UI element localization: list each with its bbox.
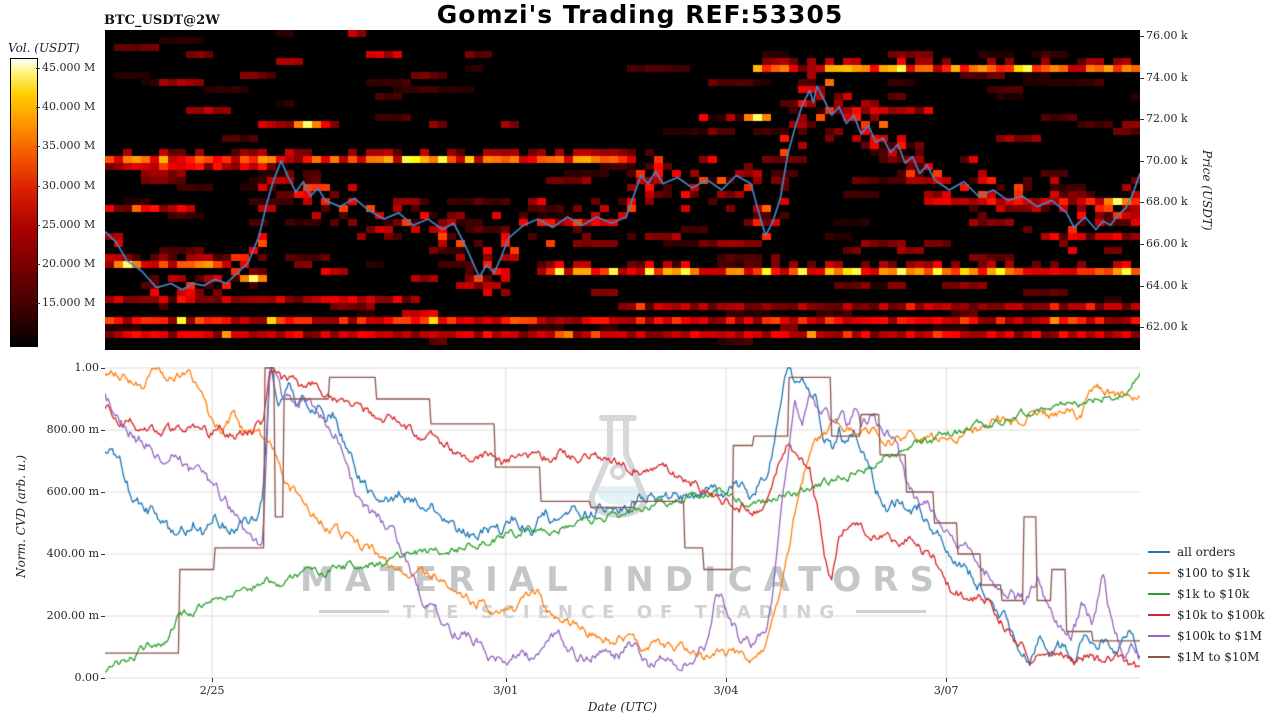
cvd-tick-mark	[101, 616, 105, 617]
cvd-tick-mark	[101, 368, 105, 369]
price-tick-label: 76.00 k	[1146, 29, 1188, 43]
price-tick-label: 62.00 k	[1146, 320, 1188, 334]
price-tick-mark	[1140, 77, 1144, 79]
legend: all orders $100 to $1k $1k to $10k $10k to …	[1148, 541, 1265, 667]
colorbar-tick-mark	[36, 303, 40, 305]
legend-swatch	[1148, 613, 1170, 616]
price-tick-mark	[1140, 285, 1144, 287]
cvd-tick-label: 1.00	[74, 361, 100, 374]
price-tick-label: 70.00 k	[1146, 153, 1188, 167]
legend-label: $1M to $10M	[1177, 649, 1260, 664]
date-tick-label: 3/01	[493, 684, 519, 697]
price-tick-label: 68.00 k	[1146, 195, 1188, 209]
legend-item: $100 to $1k	[1148, 562, 1265, 583]
price-heatmap-canvas	[105, 30, 1140, 350]
cvd-tick-mark	[101, 430, 105, 431]
colorbar-tick-mark	[36, 224, 40, 226]
legend-label: $100k to $1M	[1177, 628, 1263, 643]
price-tick-label: 72.00 k	[1146, 112, 1188, 126]
legend-item: $100k to $1M	[1148, 625, 1265, 646]
legend-label: all orders	[1177, 544, 1236, 559]
legend-label: $10k to $100k	[1177, 607, 1265, 622]
date-tick-label: 3/07	[933, 684, 959, 697]
cvd-tick-mark	[101, 492, 105, 493]
page-title: Gomzi's Trading REF:53305	[436, 0, 844, 29]
cvd-tick-mark	[101, 554, 105, 555]
price-tick-mark	[1140, 160, 1144, 162]
legend-label: $100 to $1k	[1177, 565, 1250, 580]
legend-swatch	[1148, 634, 1170, 637]
cvd-tick-label: 800.00 m	[46, 423, 99, 436]
legend-swatch	[1148, 592, 1170, 595]
legend-item: all orders	[1148, 541, 1265, 562]
colorbar-tick-mark	[36, 146, 40, 148]
price-tick-mark	[1140, 327, 1144, 329]
price-axis-label: Price (USDT)	[1200, 150, 1214, 231]
legend-item: $1M to $10M	[1148, 646, 1265, 667]
colorbar-tick-mark	[36, 68, 40, 69]
cvd-tick-label: 200.00 m	[46, 609, 99, 622]
date-tick-mark	[212, 678, 214, 682]
date-tick-mark	[726, 678, 727, 682]
price-tick-mark	[1140, 202, 1144, 204]
colorbar-title: Vol. (USDT)	[8, 41, 80, 55]
legend-swatch	[1148, 655, 1170, 658]
price-tick-mark	[1140, 36, 1144, 38]
date-tick-mark	[505, 678, 507, 682]
date-tick-label: 2/25	[199, 684, 225, 697]
colorbar-tick-mark	[36, 263, 40, 265]
colorbar-tick-label: 35.000 M	[42, 139, 96, 153]
cvd-tick-label: 0.00	[74, 671, 100, 684]
cvd-tick-mark	[101, 678, 105, 679]
colorbar-tick-label: 45.000 M	[42, 61, 96, 74]
price-tick-mark	[1140, 244, 1144, 246]
colorbar-tick-mark	[36, 185, 40, 187]
date-axis-label: Date (UTC)	[587, 700, 658, 714]
legend-swatch	[1148, 550, 1170, 553]
colorbar-tick-label: 25.000 M	[42, 217, 96, 231]
legend-item: $1k to $10k	[1148, 583, 1265, 604]
cvd-tick-label: 400.00 m	[46, 547, 99, 560]
colorbar-tick-label: 40.000 M	[42, 100, 96, 114]
price-tick-label: 64.00 k	[1146, 278, 1188, 292]
colorbar-tick-label: 30.000 M	[42, 178, 96, 192]
colorbar-tick-label: 20.000 M	[42, 256, 96, 270]
date-tick-mark	[946, 678, 948, 682]
cvd-chart-canvas	[105, 367, 1140, 679]
colorbar-tick-label: 15.000 M	[42, 296, 96, 310]
legend-swatch	[1148, 571, 1170, 574]
price-tick-label: 66.00 k	[1146, 237, 1188, 251]
volume-colorbar	[10, 58, 38, 347]
price-tick-label: 74.00 k	[1146, 70, 1188, 84]
colorbar-tick-mark	[36, 107, 40, 109]
cvd-tick-label: 600.00 m	[46, 485, 99, 498]
price-tick-mark	[1140, 119, 1144, 121]
legend-label: $1k to $10k	[1177, 586, 1250, 601]
legend-item: $10k to $100k	[1148, 604, 1265, 625]
date-tick-label: 3/04	[713, 684, 739, 697]
symbol-label: BTC_USDT@2W	[104, 13, 220, 28]
